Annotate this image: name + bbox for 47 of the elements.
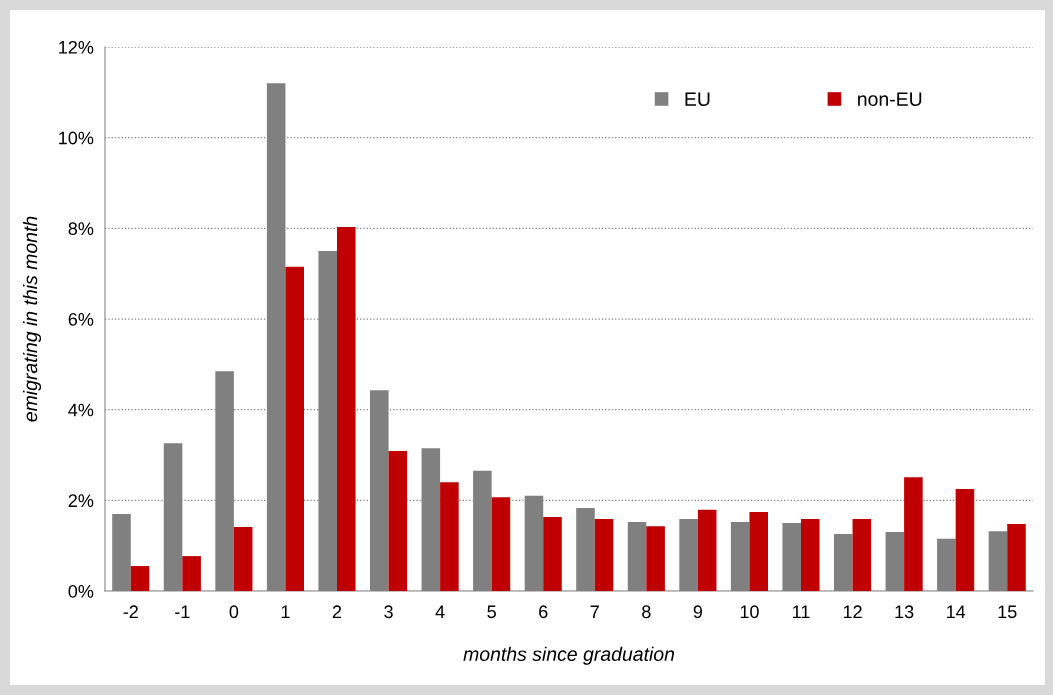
bar	[233, 527, 253, 591]
x-tick-label: 7	[590, 605, 599, 618]
bar	[440, 482, 459, 591]
x-tick-label: 14	[947, 605, 966, 618]
bar	[697, 509, 717, 591]
y-tick-label: 0%	[68, 584, 94, 598]
bar	[801, 518, 820, 591]
x-tick-label: 4	[435, 605, 445, 618]
x-tick-label: 5	[487, 605, 496, 619]
bar	[594, 518, 614, 591]
bar	[904, 477, 923, 591]
x-tick-label: -2	[123, 605, 138, 618]
x-tick-label: 15	[998, 605, 1017, 619]
x-tick-label: 11	[793, 605, 810, 618]
bar	[388, 450, 408, 591]
bar	[337, 226, 356, 591]
bar	[130, 566, 150, 591]
x-tick-label: 2	[332, 605, 342, 618]
bar	[852, 518, 872, 591]
x-tick-label: 1	[281, 605, 290, 618]
y-tick-label: 10%	[59, 131, 94, 145]
legend-label: EU	[685, 92, 710, 106]
x-tick-label: 9	[693, 605, 703, 619]
bar	[955, 489, 975, 591]
x-tick-label: 0	[229, 605, 239, 619]
y-tick-label: 6%	[68, 312, 94, 326]
y-tick-label: 2%	[68, 494, 94, 507]
bar	[543, 517, 562, 591]
legend-label: non-EU	[858, 92, 922, 106]
x-tick-label: 10	[740, 605, 759, 619]
x-tick-label: 3	[384, 605, 393, 619]
y-tick-label: 8%	[68, 222, 94, 236]
y-tick-label: 12%	[59, 40, 94, 54]
bar	[285, 266, 304, 591]
y-tick-label: 4%	[68, 403, 94, 417]
bar	[1007, 523, 1026, 591]
x-tick-label: 13	[895, 605, 914, 619]
x-tick-label: 12	[843, 605, 862, 618]
x-tick-label: 6	[539, 605, 548, 619]
bar	[491, 497, 511, 591]
bar	[182, 556, 201, 591]
x-axis-title: months since graduation	[463, 646, 675, 665]
x-tick-label: 8	[642, 605, 651, 619]
x-tick-label: -1	[175, 605, 190, 618]
y-axis-title: emigrating in this month	[22, 216, 42, 422]
bar	[646, 526, 665, 591]
bar	[749, 512, 768, 591]
